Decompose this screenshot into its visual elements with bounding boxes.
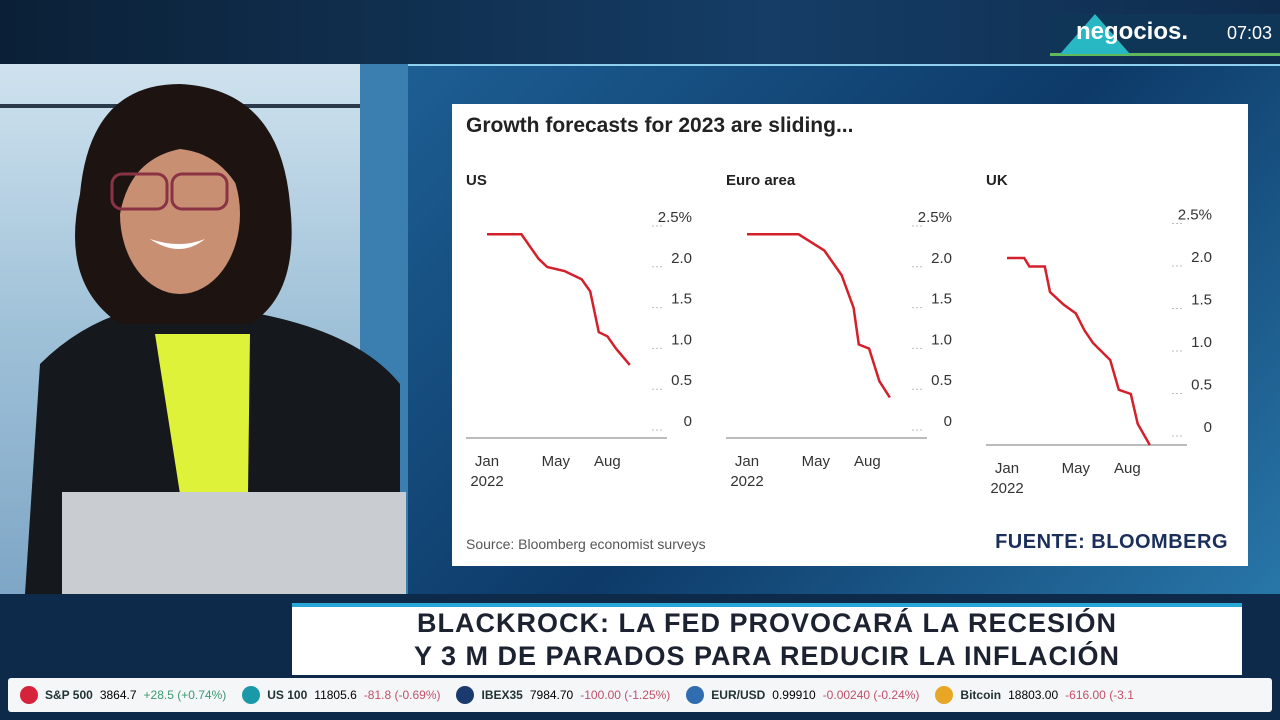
- ibex35-icon: [456, 686, 475, 704]
- lower-third-headline: BLACKROCK: LA FED PROVOCARÁ LA RECESIÓN …: [292, 603, 1242, 675]
- ticker-change: +28.5 (+0.74%): [143, 688, 227, 702]
- panel-title: Euro area: [726, 172, 796, 189]
- logo-triangle-icon: [1060, 14, 1130, 54]
- x-tick-label: Aug: [854, 453, 881, 470]
- headline-line-1: BLACKROCK: LA FED PROVOCARÁ LA RECESIÓN: [417, 608, 1117, 638]
- y-tick-label: 0: [684, 413, 692, 430]
- ticker-value: 3864.7: [99, 688, 137, 702]
- panel-title: US: [466, 172, 487, 189]
- chart-card: Growth forecasts for 2023 are sliding...…: [452, 104, 1248, 566]
- bitcoin-icon: [935, 686, 954, 704]
- ticker-change: -0.00240 (-0.24%): [822, 688, 920, 702]
- ticker-value: 7984.70: [529, 688, 574, 702]
- y-tick-label: 2.5%: [658, 209, 692, 226]
- headline-line-2: Y 3 M DE PARADOS PARA REDUCIR LA INFLACI…: [413, 641, 1121, 671]
- ticker-name: IBEX35: [481, 688, 523, 702]
- series-line-us: [487, 233, 631, 366]
- ticker-item: IBEX35 7984.70 -100.00 (-1.25%): [456, 686, 670, 704]
- globe-icon: [686, 686, 705, 704]
- presenter-video: [0, 64, 408, 594]
- ticker-value: 18803.00: [1008, 688, 1059, 702]
- panel-us: US 2.5% 2.0 1.5 1.0 0.5 0 Jan 2022 May Aug: [452, 164, 702, 504]
- x-tick-sublabel: 2022: [730, 473, 763, 490]
- ticker-name: Bitcoin: [960, 688, 1002, 702]
- x-tick-sublabel: 2022: [990, 480, 1023, 497]
- y-tick-label: 2.5%: [1178, 207, 1212, 224]
- ticker-name: EUR/USD: [711, 688, 766, 702]
- y-tick-label: 2.0: [931, 250, 952, 267]
- y-tick-label: 1.5: [1191, 292, 1212, 309]
- y-tick-label: 0.5: [671, 372, 692, 389]
- y-tick-label: 0: [944, 413, 952, 430]
- ticker-item: Bitcoin 18803.00 -616.00 (-3.1: [935, 686, 1134, 704]
- ticker-value: 0.99910: [772, 688, 816, 702]
- x-tick-label: Jan: [995, 460, 1019, 477]
- market-ticker: S&P 500 3864.7 +28.5 (+0.74%) US 100 11805.…: [8, 678, 1272, 712]
- x-tick-sublabel: 2022: [470, 473, 503, 490]
- us100-icon: [242, 686, 261, 704]
- channel-logo: negocios. 07:03: [1050, 14, 1280, 56]
- ticker-item: EUR/USD 0.99910 -0.00240 (-0.24%): [686, 686, 919, 704]
- clock: 07:03: [1226, 23, 1272, 43]
- chart-title: Growth forecasts for 2023 are sliding...: [466, 114, 854, 137]
- channel-brand: negocios.: [1076, 18, 1189, 45]
- ticker-change: -616.00 (-3.1: [1065, 688, 1134, 702]
- y-tick-label: 1.5: [671, 291, 692, 308]
- series-line-uk: [1007, 256, 1151, 446]
- panel-euro-area: Euro area 2.5% 2.0 1.5 1.0 0.5 0 Jan 2022 May Aug: [712, 164, 962, 504]
- y-tick-label: 2.0: [671, 250, 692, 267]
- x-tick-label: Aug: [594, 453, 621, 470]
- x-tick-label: May: [542, 453, 571, 470]
- y-tick-label: 1.0: [931, 331, 952, 348]
- presenter-figure: [0, 64, 408, 594]
- y-tick-label: 0.5: [1191, 377, 1212, 394]
- chart-source: Source: Bloomberg economist surveys: [466, 536, 706, 552]
- ticker-change: -81.8 (-0.69%): [363, 688, 441, 702]
- ticker-value: 11805.6: [314, 688, 357, 702]
- series-line-euro-area: [747, 233, 891, 399]
- y-tick-label: 1.0: [671, 331, 692, 348]
- ticker-item: US 100 11805.6 -81.8 (-0.69%): [242, 686, 440, 704]
- x-tick-label: Jan: [735, 453, 759, 470]
- y-tick-label: 2.0: [1191, 249, 1212, 266]
- x-tick-label: May: [1062, 460, 1091, 477]
- sp500-icon: [20, 686, 38, 704]
- x-tick-label: Jan: [475, 453, 499, 470]
- y-tick-label: 1.5: [931, 291, 952, 308]
- x-tick-label: May: [802, 453, 831, 470]
- panel-title: UK: [986, 172, 1008, 189]
- x-tick-label: Aug: [1114, 460, 1141, 477]
- ticker-name: US 100: [267, 688, 308, 702]
- ticker-item: S&P 500 3864.7 +28.5 (+0.74%): [20, 686, 226, 704]
- chart-credit: FUENTE: BLOOMBERG: [995, 531, 1228, 553]
- ticker-change: -100.00 (-1.25%): [580, 688, 671, 702]
- y-tick-label: 0.5: [931, 372, 952, 389]
- panel-uk: UK 2.5% 2.0 1.5 1.0 0.5 0 Jan 2022 May Aug: [972, 164, 1222, 504]
- y-tick-label: 2.5%: [918, 209, 952, 226]
- ticker-name: S&P 500: [45, 688, 93, 702]
- y-tick-label: 0: [1204, 419, 1212, 436]
- y-tick-label: 1.0: [1191, 334, 1212, 351]
